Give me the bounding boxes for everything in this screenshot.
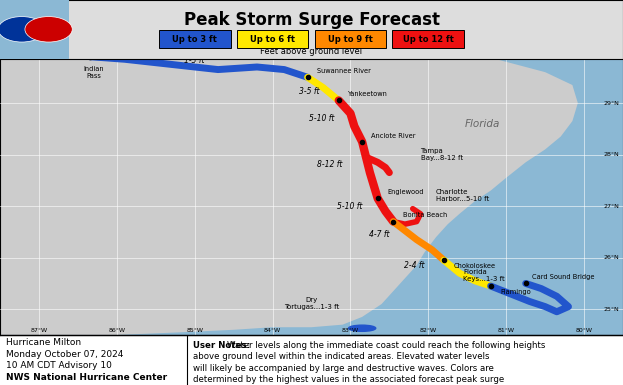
Text: Peak Storm Surge Forecast: Peak Storm Surge Forecast: [184, 10, 439, 28]
Text: determined by the highest values in the associated forecast peak surge: determined by the highest values in the …: [193, 375, 505, 385]
Text: Up to 12 ft: Up to 12 ft: [403, 35, 454, 44]
Text: Tampa
Bay...8-12 ft: Tampa Bay...8-12 ft: [421, 148, 463, 161]
Text: 85°W: 85°W: [186, 328, 203, 333]
Polygon shape: [0, 0, 578, 335]
Text: Flamingo: Flamingo: [500, 289, 531, 295]
Text: 3-5 ft: 3-5 ft: [299, 87, 319, 96]
Text: Yankeetown: Yankeetown: [348, 91, 388, 97]
Text: Water levels along the immediate coast could reach the following heights: Water levels along the immediate coast c…: [227, 341, 546, 350]
Text: 80°W: 80°W: [576, 328, 592, 333]
Text: Bonita Beach: Bonita Beach: [402, 213, 447, 219]
FancyBboxPatch shape: [392, 30, 464, 48]
Text: 5-10 ft: 5-10 ft: [337, 202, 362, 211]
Text: Florida: Florida: [465, 119, 500, 129]
Text: Englewood: Englewood: [387, 189, 424, 195]
Text: 29°N: 29°N: [603, 100, 619, 105]
Text: 81°W: 81°W: [498, 328, 515, 333]
Text: 28°N: 28°N: [603, 152, 619, 157]
FancyBboxPatch shape: [159, 30, 231, 48]
Text: 83°W: 83°W: [342, 328, 359, 333]
Text: Up to 9 ft: Up to 9 ft: [328, 35, 373, 44]
FancyBboxPatch shape: [315, 30, 386, 48]
Text: will likely be accompanied by large and destructive waves. Colors are: will likely be accompanied by large and …: [193, 364, 494, 373]
Text: 87°W: 87°W: [31, 328, 47, 333]
Text: 86°W: 86°W: [108, 328, 125, 333]
Circle shape: [0, 17, 45, 42]
Text: 27°N: 27°N: [603, 204, 619, 209]
Text: 10 AM CDT Advisory 10: 10 AM CDT Advisory 10: [6, 361, 112, 370]
Bar: [0, 0, 623, 59]
Text: Monday October 07, 2024: Monday October 07, 2024: [6, 350, 123, 359]
Text: Dry
Tortugas...1-3 ft: Dry Tortugas...1-3 ft: [284, 296, 339, 310]
FancyBboxPatch shape: [237, 30, 308, 48]
Text: 25°N: 25°N: [603, 307, 619, 312]
Text: Charlotte
Harbor...5-10 ft: Charlotte Harbor...5-10 ft: [436, 189, 489, 202]
Text: NWS National Hurricane Center: NWS National Hurricane Center: [6, 373, 168, 382]
Text: 4-7 ft: 4-7 ft: [369, 230, 389, 239]
Text: 2-4 ft: 2-4 ft: [404, 261, 424, 270]
Text: 30°N: 30°N: [603, 49, 619, 54]
Text: above ground level within the indicated areas. Elevated water levels: above ground level within the indicated …: [193, 353, 490, 362]
Text: Feet above ground level: Feet above ground level: [260, 47, 363, 56]
Text: 8-12 ft: 8-12 ft: [317, 161, 343, 169]
Text: Suwannee River: Suwannee River: [317, 68, 371, 74]
Text: 26°N: 26°N: [603, 255, 619, 260]
Bar: [0, 0, 69, 59]
Text: 1-3 ft: 1-3 ft: [184, 56, 205, 65]
Circle shape: [25, 17, 72, 42]
Text: Indian
Pass: Indian Pass: [83, 66, 104, 79]
Text: Up to 3 ft: Up to 3 ft: [172, 35, 217, 44]
Text: Florida
Keys...1-3 ft: Florida Keys...1-3 ft: [464, 269, 505, 282]
Text: Up to 6 ft: Up to 6 ft: [250, 35, 295, 44]
Text: User Notes:: User Notes:: [193, 341, 250, 350]
Text: Card Sound Bridge: Card Sound Bridge: [532, 275, 594, 280]
Text: 84°W: 84°W: [264, 328, 281, 333]
Text: 82°W: 82°W: [420, 328, 437, 333]
Text: Hurricane Milton: Hurricane Milton: [6, 338, 82, 347]
Text: Anclote River: Anclote River: [371, 132, 416, 139]
Text: 5-10 ft: 5-10 ft: [310, 114, 335, 123]
Ellipse shape: [348, 325, 376, 331]
Text: Chokoloskee: Chokoloskee: [454, 263, 495, 270]
